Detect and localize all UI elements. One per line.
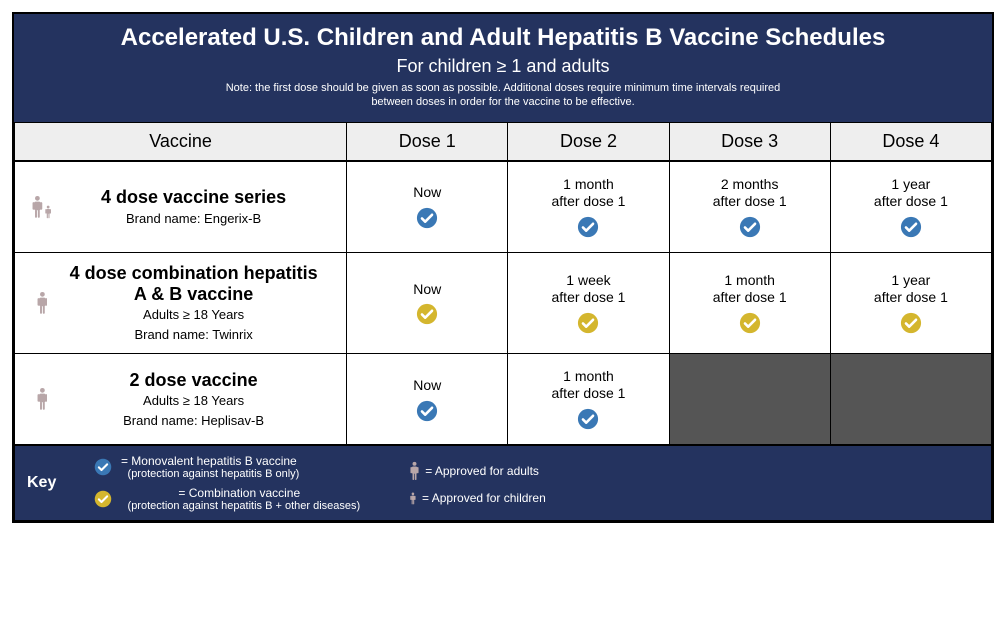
dose-cell: 1 monthafter dose 1 xyxy=(669,253,830,354)
dose-timing-sub: after dose 1 xyxy=(837,193,985,210)
table-row: 2 dose vaccine Adults ≥ 18 Years Brand na… xyxy=(15,353,992,445)
header-note: Note: the first dose should be given as … xyxy=(223,81,783,110)
dose-cell: 1 yearafter dose 1 xyxy=(830,253,991,354)
vaccine-detail: Adults ≥ 18 Years xyxy=(69,393,318,409)
dose-timing-sub: after dose 1 xyxy=(514,289,662,306)
dose-timing: Now xyxy=(353,281,501,298)
dose-cell: 1 monthafter dose 1 xyxy=(508,353,669,445)
key-item: = Approved for children xyxy=(410,491,546,505)
page-title: Accelerated U.S. Children and Adult Hepa… xyxy=(34,24,972,52)
check-icon xyxy=(514,216,662,238)
key-item: = Approved for adults xyxy=(410,461,546,481)
audience-icons xyxy=(29,195,55,219)
dose-timing-sub: after dose 1 xyxy=(676,193,824,210)
dose-cell: 1 yearafter dose 1 xyxy=(830,161,991,253)
check-icon xyxy=(676,216,824,238)
key-cell: Key = Monovalent hepatitis B vaccine (pr… xyxy=(15,445,992,521)
vaccine-cell: 4 dose vaccine series Brand name: Engeri… xyxy=(15,161,347,253)
dose-timing-sub: after dose 1 xyxy=(514,385,662,402)
check-icon xyxy=(676,312,824,334)
page-subtitle: For children ≥ 1 and adults xyxy=(34,56,972,77)
dose-cell: 1 weekafter dose 1 xyxy=(508,253,669,354)
dose-cell xyxy=(669,353,830,445)
dose-timing: 1 month xyxy=(676,272,824,289)
dose-timing: 1 month xyxy=(514,176,662,193)
dose-cell: Now xyxy=(347,353,508,445)
column-header: Dose 3 xyxy=(669,122,830,161)
table-row: 4 dose vaccine series Brand name: Engeri… xyxy=(15,161,992,253)
person-icon xyxy=(410,461,419,481)
check-icon xyxy=(837,216,985,238)
dose-timing-sub: after dose 1 xyxy=(514,193,662,210)
dose-cell: Now xyxy=(347,161,508,253)
dose-timing: 1 month xyxy=(514,368,662,385)
vaccine-detail: Brand name: Engerix-B xyxy=(69,211,318,227)
vaccine-detail: Brand name: Heplisav-B xyxy=(69,413,318,429)
vaccine-cell: 2 dose vaccine Adults ≥ 18 Years Brand na… xyxy=(15,353,347,445)
key-text: = Approved for adults xyxy=(425,464,539,478)
check-icon xyxy=(94,490,112,508)
check-icon xyxy=(353,400,501,422)
column-header: Vaccine xyxy=(15,122,347,161)
column-header: Dose 4 xyxy=(830,122,991,161)
vaccine-title: 4 dose vaccine series xyxy=(69,187,318,208)
key-item: = Monovalent hepatitis B vaccine (protec… xyxy=(94,454,360,480)
check-icon xyxy=(94,458,112,476)
vaccine-title: 2 dose vaccine xyxy=(69,370,318,391)
dose-timing: 1 year xyxy=(837,272,985,289)
dose-timing: 2 months xyxy=(676,176,824,193)
person-icon xyxy=(410,492,416,505)
key-text: = Approved for children xyxy=(422,491,546,505)
check-icon xyxy=(353,207,501,229)
dose-timing: Now xyxy=(353,377,501,394)
table-header-row: VaccineDose 1Dose 2Dose 3Dose 4 xyxy=(15,122,992,161)
key-text: = Combination vaccine (protection agains… xyxy=(118,486,360,512)
schedule-table: VaccineDose 1Dose 2Dose 3Dose 4 4 dose v… xyxy=(14,122,992,522)
dose-cell xyxy=(830,353,991,445)
audience-icons xyxy=(29,291,55,315)
audience-icons xyxy=(29,387,55,411)
key-text: = Monovalent hepatitis B vaccine (protec… xyxy=(118,454,299,480)
dose-timing-sub: after dose 1 xyxy=(837,289,985,306)
column-header: Dose 1 xyxy=(347,122,508,161)
dose-cell: Now xyxy=(347,253,508,354)
check-icon xyxy=(514,312,662,334)
dose-timing-sub: after dose 1 xyxy=(676,289,824,306)
dose-cell: 2 monthsafter dose 1 xyxy=(669,161,830,253)
check-icon xyxy=(353,303,501,325)
dose-cell: 1 monthafter dose 1 xyxy=(508,161,669,253)
vaccine-detail: Adults ≥ 18 Years xyxy=(69,307,318,323)
column-header: Dose 2 xyxy=(508,122,669,161)
header: Accelerated U.S. Children and Adult Hepa… xyxy=(14,14,992,122)
key-item: = Combination vaccine (protection agains… xyxy=(94,486,360,512)
key-row: Key = Monovalent hepatitis B vaccine (pr… xyxy=(15,445,992,521)
dose-timing: 1 year xyxy=(837,176,985,193)
check-icon xyxy=(514,408,662,430)
table-body: 4 dose vaccine series Brand name: Engeri… xyxy=(15,161,992,521)
schedule-frame: Accelerated U.S. Children and Adult Hepa… xyxy=(12,12,994,523)
dose-timing: 1 week xyxy=(514,272,662,289)
key-label: Key xyxy=(27,474,74,492)
check-icon xyxy=(837,312,985,334)
table-row: 4 dose combination hepatitis A & B vacci… xyxy=(15,253,992,354)
vaccine-detail: Brand name: Twinrix xyxy=(69,327,318,343)
dose-timing: Now xyxy=(353,184,501,201)
vaccine-title: 4 dose combination hepatitis A & B vacci… xyxy=(69,263,318,304)
vaccine-cell: 4 dose combination hepatitis A & B vacci… xyxy=(15,253,347,354)
